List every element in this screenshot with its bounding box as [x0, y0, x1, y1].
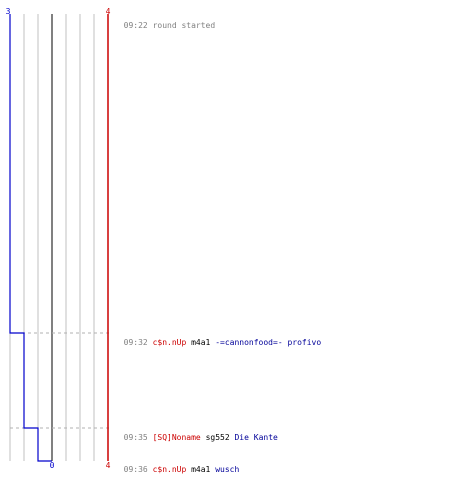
red-start-score: 4	[106, 7, 111, 16]
killer-name: c$n.nUp	[152, 465, 187, 474]
blue-end-score: 0	[50, 461, 55, 470]
victim-name: wusch	[215, 465, 240, 474]
blue-start-score: 3	[6, 7, 11, 16]
event-kill: 09:32 c$n.nUp m4a1 -=cannonfood=- profiv…	[114, 328, 322, 348]
event-round-start: 09:22 round started	[114, 11, 216, 31]
event-time: 09:32	[123, 338, 148, 347]
weapon-name: sg552	[205, 433, 230, 442]
event-kill: 09:36 c$n.nUp m4a1 wusch	[114, 455, 240, 475]
event-time: 09:22	[123, 21, 148, 30]
event-time: 09:35	[123, 433, 148, 442]
victim-name: -=cannonfood=- profivo	[215, 338, 322, 347]
event-guidelines	[10, 332, 109, 429]
weapon-name: m4a1	[191, 338, 211, 347]
victim-name: Die Kante	[234, 433, 278, 442]
blue-team-line	[9, 14, 52, 462]
event-time: 09:36	[123, 465, 148, 474]
event-kill: 09:35 [SQ]Noname sg552 Die Kante	[114, 423, 278, 443]
timeline-grid	[9, 14, 95, 461]
killer-name: c$n.nUp	[152, 338, 187, 347]
weapon-name: m4a1	[191, 465, 211, 474]
killer-name: [SQ]Noname	[152, 433, 201, 442]
red-end-score: 4	[106, 461, 111, 470]
event-message: round started	[152, 21, 216, 30]
